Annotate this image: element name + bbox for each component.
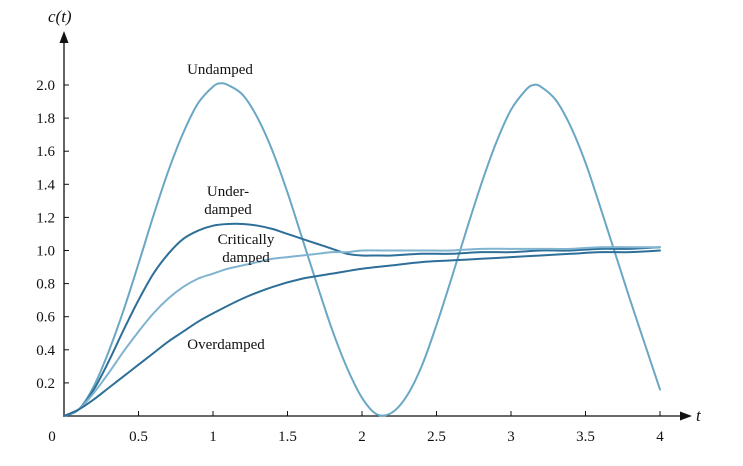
underdamped-label: Under-damped bbox=[204, 184, 252, 218]
curves bbox=[63, 82, 661, 417]
y-tick-label: 1.6 bbox=[36, 144, 55, 160]
undamped-curve bbox=[63, 82, 661, 417]
undamped-label: Undamped bbox=[187, 62, 253, 78]
x-axis-title: t bbox=[696, 406, 702, 425]
x-tick-label: 0.5 bbox=[129, 429, 148, 445]
underdamped-curve bbox=[63, 222, 661, 417]
y-ticks: 0.2 0.4 0.6 0.8 1.0 1.2 1.4 1.6 1.8 2.0 bbox=[36, 78, 69, 392]
y-tick-label: 0.8 bbox=[36, 277, 55, 293]
overdamped-curve bbox=[63, 249, 661, 417]
y-tick-label: 0.6 bbox=[36, 310, 55, 326]
x-tick-label: 2.5 bbox=[427, 429, 446, 445]
axes bbox=[59, 31, 692, 421]
y-tick-label: 2.0 bbox=[36, 78, 55, 94]
x-axis-arrow-icon bbox=[680, 411, 692, 421]
x-tick-label: 0 bbox=[48, 429, 56, 445]
y-axis-title: c(t) bbox=[48, 7, 72, 26]
y-tick-label: 1.8 bbox=[36, 111, 55, 127]
y-tick-label: 1.0 bbox=[36, 244, 55, 260]
x-tick-label: 2 bbox=[358, 429, 366, 445]
overdamped-label: Overdamped bbox=[187, 337, 265, 353]
x-tick-label: 1.5 bbox=[278, 429, 297, 445]
y-tick-label: 0.4 bbox=[36, 343, 55, 359]
y-tick-label: 1.4 bbox=[36, 177, 55, 193]
y-axis-arrow-icon bbox=[59, 31, 69, 43]
critically-damped-label: Critically damped bbox=[218, 232, 275, 266]
x-tick-label: 4 bbox=[656, 429, 664, 445]
x-tick-label: 1 bbox=[209, 429, 217, 445]
x-ticks: 0 0.5 1 1.5 2 2.5 3 3.5 4 bbox=[48, 411, 664, 445]
x-tick-label: 3 bbox=[507, 429, 515, 445]
y-tick-label: 0.2 bbox=[36, 376, 55, 392]
critically-damped-curve bbox=[63, 246, 661, 417]
curve-labels: Undamped Under-damped Critically damped Over… bbox=[187, 62, 275, 353]
y-tick-label: 1.2 bbox=[36, 210, 55, 226]
x-tick-label: 3.5 bbox=[576, 429, 595, 445]
